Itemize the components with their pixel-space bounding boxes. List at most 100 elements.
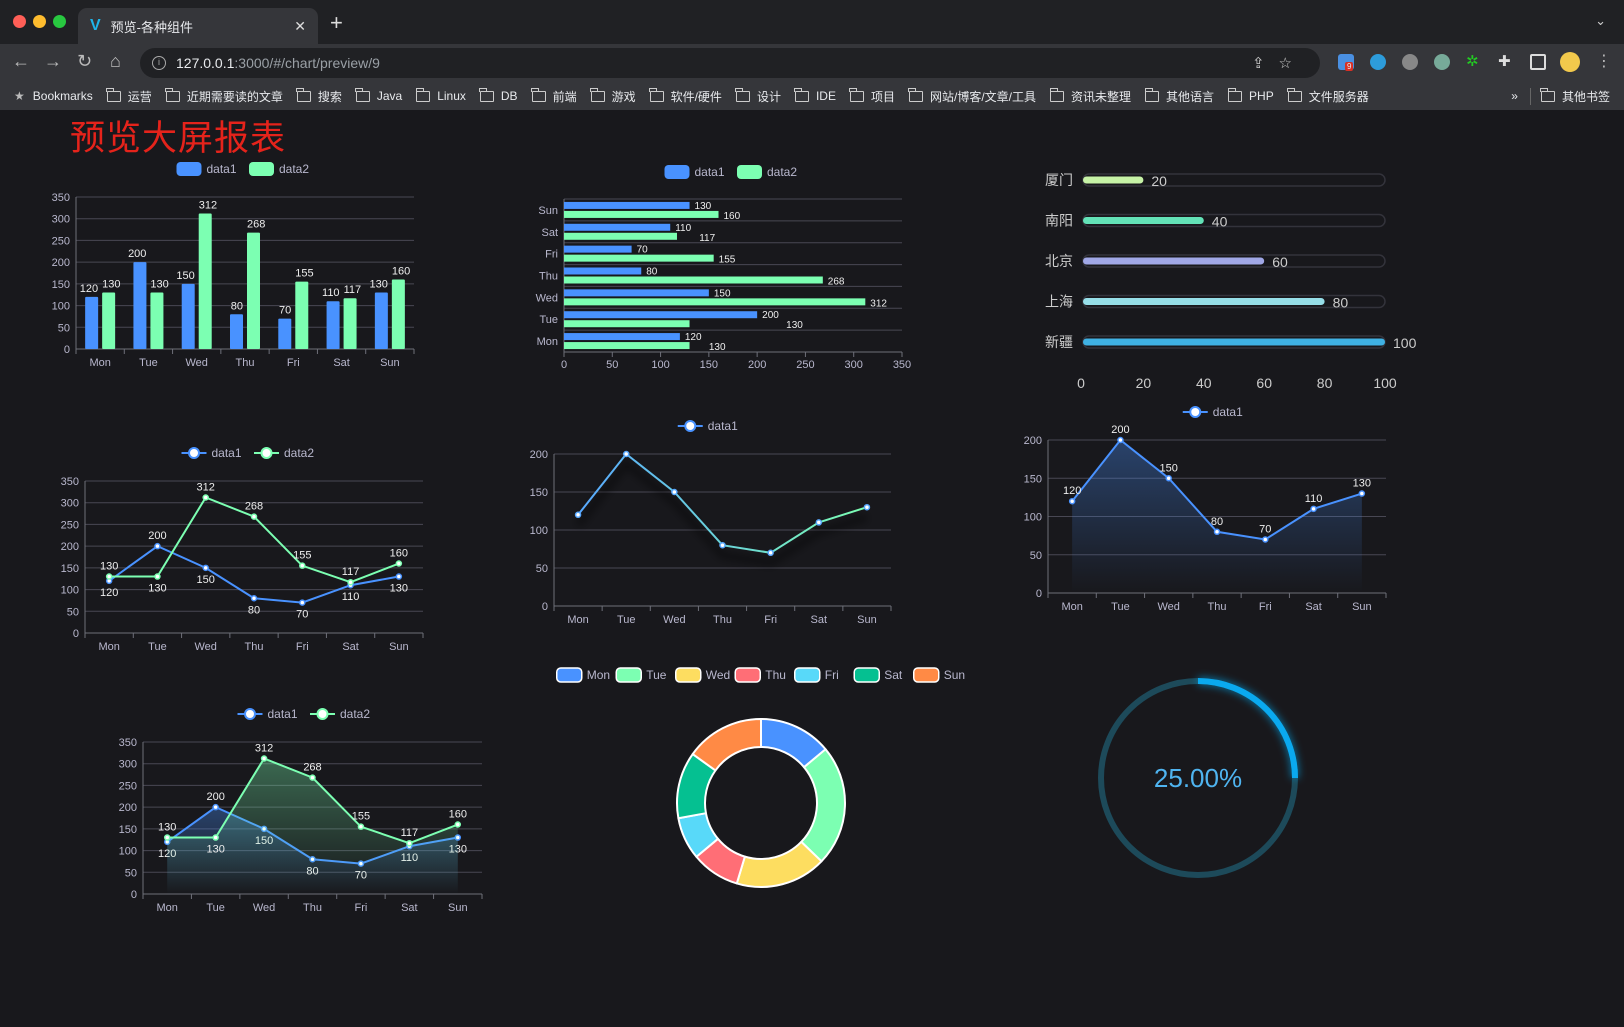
bookmark-folder[interactable]: 文件服务器: [1287, 87, 1369, 105]
site-info-icon[interactable]: i: [152, 56, 166, 70]
x-tick-label: Sat: [333, 357, 350, 369]
legend-item[interactable]: Thu: [734, 667, 786, 683]
bookmark-folder[interactable]: 搜索: [296, 87, 342, 105]
category-label: 厦门: [1045, 172, 1073, 188]
x-tick-label: Thu: [236, 357, 255, 369]
close-tab-icon[interactable]: ✕: [294, 17, 306, 34]
bookmark-label: 搜索: [317, 89, 342, 104]
legend-item[interactable]: data1: [1182, 405, 1243, 419]
bookmark-label: 其他语言: [1166, 89, 1215, 104]
address-bar[interactable]: i 127.0.0.1:3000/#/chart/preview/9 ⇪☆: [140, 48, 1320, 78]
legend-item[interactable]: data1: [176, 162, 237, 176]
side-panel-icon[interactable]: [1530, 54, 1546, 70]
value-label: 100: [1393, 335, 1417, 351]
bookmark-label: 近期需要读的文章: [186, 89, 283, 104]
x-tick-label: 300: [845, 359, 863, 371]
data-point: [309, 774, 316, 781]
folder-icon: [794, 87, 809, 102]
legend-swatch: [176, 162, 202, 176]
y-tick-label: 0: [542, 601, 548, 613]
tab-search-chevron-icon[interactable]: ⌄: [1595, 13, 1606, 28]
bookmark-folder[interactable]: 项目: [849, 87, 895, 105]
home-icon[interactable]: ⌂: [110, 51, 121, 71]
legend-item[interactable]: Wed: [675, 667, 730, 683]
bookmark-folder[interactable]: 其他语言: [1144, 87, 1215, 105]
data-label: 130: [148, 583, 166, 595]
share-icon[interactable]: ⇪: [1251, 55, 1279, 72]
legend-item[interactable]: data2: [737, 165, 797, 179]
extension-icon[interactable]: [1434, 54, 1450, 70]
menu-kebab-icon[interactable]: ⋮: [1596, 53, 1612, 70]
legend-item[interactable]: Sat: [853, 667, 903, 683]
x-tick-label: Wed: [663, 614, 685, 626]
legend-item[interactable]: data2: [310, 707, 370, 721]
data-label: 150: [714, 288, 731, 299]
legend-item[interactable]: data2: [254, 446, 314, 460]
forward-icon[interactable]: →: [44, 51, 62, 71]
bookmarks-overflow-button[interactable]: »: [1511, 89, 1518, 103]
bar: [374, 292, 388, 349]
bookmark-folder[interactable]: 设计: [735, 87, 781, 105]
x-tick-label: Wed: [253, 902, 275, 914]
bookmark-folder[interactable]: 游戏: [590, 87, 636, 105]
legend-item[interactable]: data1: [677, 419, 738, 433]
other-bookmarks[interactable]: 其他书签: [1529, 87, 1610, 105]
extension-icon[interactable]: [1402, 54, 1418, 70]
legend-item[interactable]: Sun: [913, 667, 965, 683]
data-point: [250, 595, 258, 602]
bookmark-folder[interactable]: PHP: [1227, 87, 1274, 103]
bookmark-folder[interactable]: 软件/硬件: [649, 87, 722, 105]
data-point: [767, 549, 774, 557]
data-label: 70: [1259, 523, 1271, 535]
bookmark-folder[interactable]: 资讯未整理: [1049, 87, 1131, 105]
bar: [181, 283, 195, 349]
reload-icon[interactable]: ↻: [77, 51, 93, 71]
new-tab-button[interactable]: +: [330, 10, 343, 35]
bookmark-folder[interactable]: Linux: [415, 87, 466, 103]
close-window-button[interactable]: [13, 15, 26, 28]
donut-slice[interactable]: [800, 748, 846, 863]
legend-item[interactable]: Tue: [615, 667, 667, 683]
extension-icon[interactable]: ✲: [1466, 53, 1479, 70]
vue-logo-icon: V: [90, 17, 101, 34]
puzzle-extensions-icon[interactable]: ✚: [1498, 53, 1511, 70]
legend-item[interactable]: data1: [237, 707, 298, 721]
progress-fill: [1083, 176, 1144, 184]
bar: [326, 301, 340, 349]
tab-strip: V 预览-各种组件 ✕ + ⌄: [0, 0, 1624, 44]
legend-item[interactable]: data1: [664, 165, 725, 179]
x-tick-label: Mon: [89, 357, 110, 369]
bookmark-folder[interactable]: IDE: [794, 87, 836, 103]
bar: [564, 232, 677, 240]
browser-tab[interactable]: V 预览-各种组件 ✕: [78, 8, 318, 44]
legend-item[interactable]: data1: [181, 446, 242, 460]
data-label: 155: [293, 550, 311, 562]
extension-icon[interactable]: [1370, 54, 1386, 70]
profile-avatar[interactable]: [1560, 52, 1580, 72]
bookmark-folder[interactable]: 前端: [531, 87, 577, 105]
legend-swatch: [556, 667, 583, 683]
back-icon[interactable]: ←: [12, 51, 30, 71]
bookmark-star-icon[interactable]: ☆: [1278, 55, 1306, 72]
data-point: [622, 450, 630, 458]
folder-icon: [735, 87, 750, 102]
page-title: 预览大屏报表: [70, 119, 287, 158]
bookmark-folder[interactable]: DB: [479, 87, 518, 103]
bookmark-folder[interactable]: 近期需要读的文章: [165, 87, 283, 105]
legend-item[interactable]: Mon: [556, 667, 610, 683]
donut-slice[interactable]: [691, 718, 762, 772]
legend-item[interactable]: data2: [249, 162, 309, 176]
line-chart-gradient: data1 0 50 100 150 200 Mon Tue Wed Thu Fri Sat Sun: [530, 419, 892, 626]
extension-icon[interactable]: 9: [1338, 54, 1354, 71]
donut-slice[interactable]: [735, 840, 823, 888]
minimize-window-button[interactable]: [33, 15, 46, 28]
x-tick-label: Fri: [1259, 601, 1272, 613]
legend-item[interactable]: Fri: [794, 667, 839, 683]
bookmark-folder[interactable]: 网站/博客/文章/工具: [908, 87, 1036, 105]
data-point: [671, 488, 678, 496]
maximize-window-button[interactable]: [53, 15, 66, 28]
legend-label: data2: [279, 162, 309, 176]
bookmark-folder[interactable]: 运营: [106, 87, 152, 105]
bookmarks-label[interactable]: ★ Bookmarks: [14, 89, 93, 103]
bookmark-folder[interactable]: Java: [355, 87, 402, 103]
